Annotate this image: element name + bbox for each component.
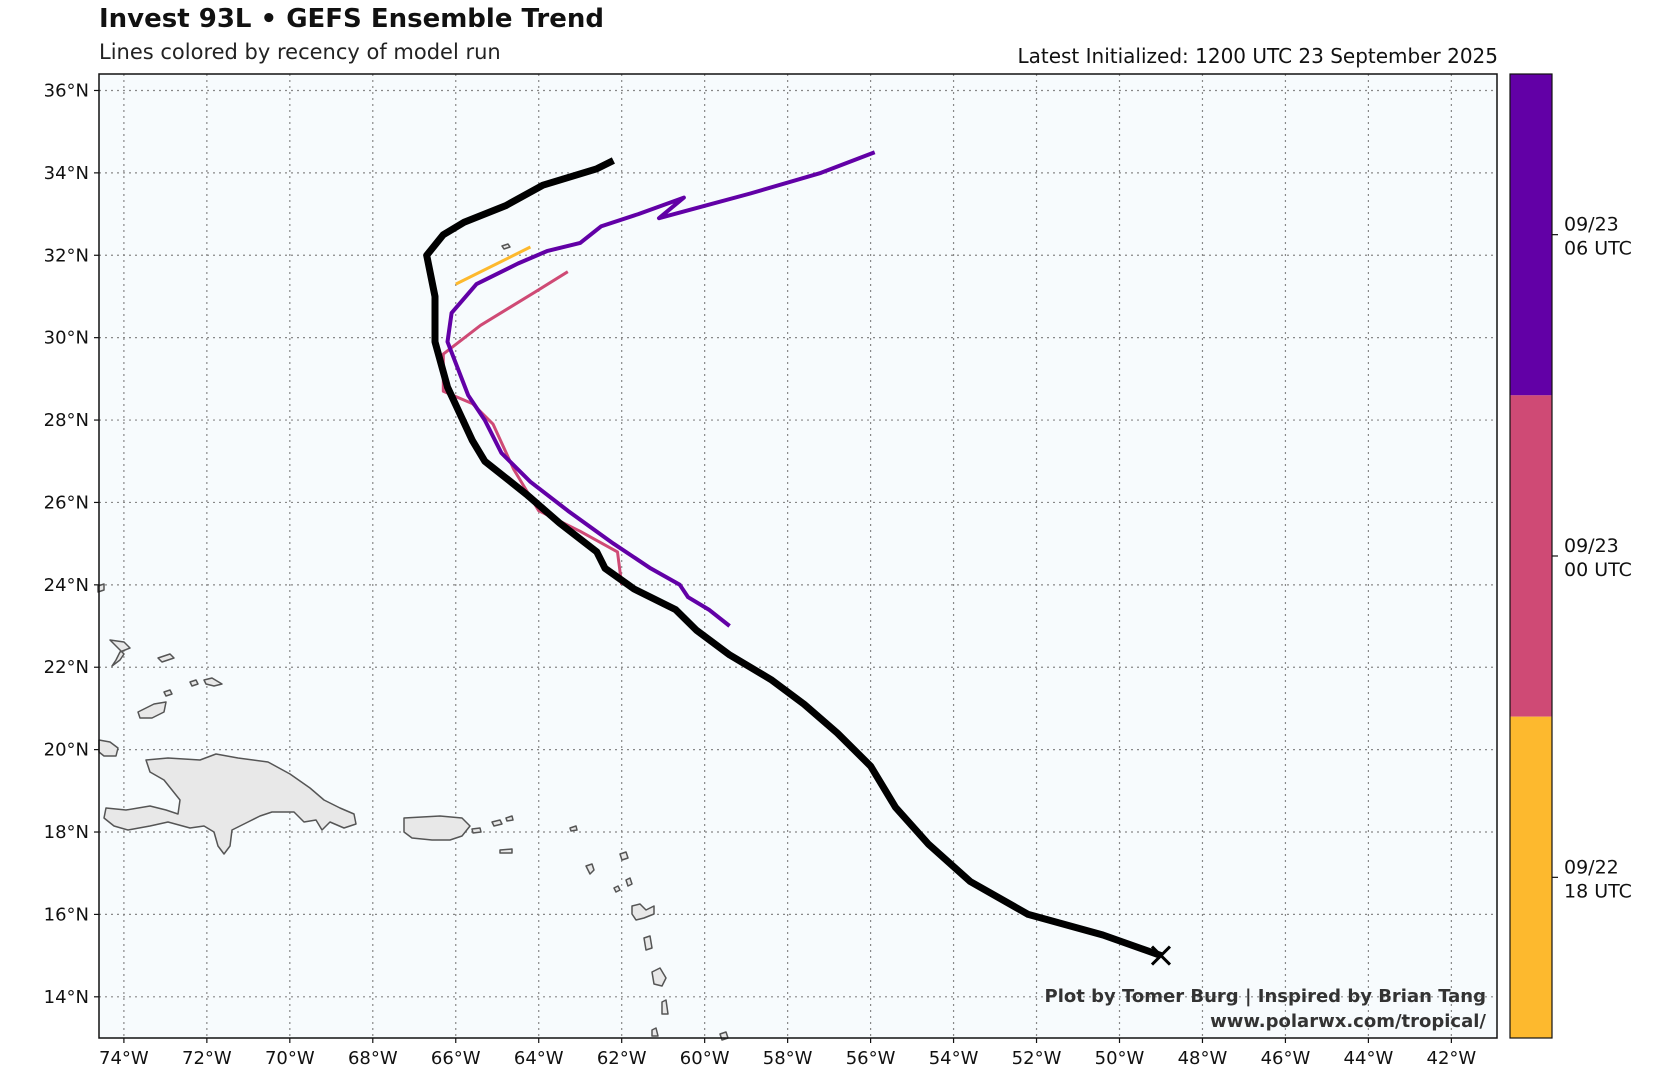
island-virgin-1	[471, 827, 482, 834]
island-st-kitts	[585, 863, 595, 875]
tick-label-lon: 62°W	[597, 1048, 647, 1068]
tick-label-lon: 74°W	[99, 1048, 149, 1068]
chart-subtitle: Lines colored by recency of model run	[99, 40, 501, 64]
island-inagua	[137, 701, 167, 719]
tick-label-lon: 44°W	[1344, 1048, 1394, 1068]
island-antigua	[619, 851, 629, 861]
tick-label-lon: 72°W	[182, 1048, 232, 1068]
tick-label-lon: 56°W	[846, 1048, 896, 1068]
track-end-x-marker	[1150, 945, 1172, 966]
credit-url: www.polarwx.com/tropical/	[1210, 1011, 1486, 1032]
track-line	[445, 150, 876, 628]
tick-label-lon: 54°W	[929, 1048, 979, 1068]
island-martinique	[651, 967, 667, 987]
island-caicos-2	[189, 679, 199, 687]
tick-label-lon: 70°W	[265, 1048, 315, 1068]
island-st-lucia	[661, 999, 669, 1015]
tick-label-lat: 14°N	[44, 987, 89, 1008]
tick-label-lon: 42°W	[1427, 1048, 1477, 1068]
island-acklins	[109, 639, 131, 667]
tick-label-lat: 18°N	[44, 822, 89, 843]
initialized-label: Latest Initialized: 1200 UTC 23 Septembe…	[1017, 44, 1498, 68]
colorbar-label-hour: 06 UTC	[1564, 238, 1632, 260]
island-st-vincent	[651, 1027, 659, 1037]
tick-label-lat: 36°N	[44, 80, 89, 101]
tick-label-lat: 32°N	[44, 245, 89, 266]
land-islands	[97, 243, 729, 1041]
island-guadeloupe	[631, 903, 655, 921]
colorbar-label-date: 09/23	[1564, 214, 1619, 236]
tick-label-lon: 50°W	[1095, 1048, 1145, 1068]
island-bermuda	[501, 243, 511, 250]
tick-label-lon: 52°W	[1012, 1048, 1062, 1068]
island-puerto-rico	[403, 815, 471, 841]
tick-label-lat: 20°N	[44, 740, 89, 761]
colorbar-segment	[1510, 395, 1552, 717]
island-barbados	[719, 1031, 729, 1041]
tick-label-lon: 66°W	[431, 1048, 481, 1068]
island-montserrat	[625, 877, 633, 887]
map-background	[99, 74, 1497, 1038]
colorbar-label-date: 09/22	[1564, 856, 1619, 878]
island-caicos-3	[203, 677, 223, 687]
island-hispaniola	[103, 753, 357, 855]
colorbar-segment	[1510, 716, 1552, 1038]
island-virgin-2	[491, 819, 503, 827]
colorbar-label-date: 09/23	[1564, 535, 1619, 557]
tick-label-lon: 48°W	[1178, 1048, 1228, 1068]
island-st-croix	[499, 848, 513, 854]
tick-label-lon: 60°W	[680, 1048, 730, 1068]
tick-label-lat: 34°N	[44, 163, 89, 184]
ensemble-tracks	[423, 150, 1172, 966]
track-line	[455, 245, 532, 286]
colorbar-frame	[1509, 73, 1553, 1039]
graticule	[99, 74, 1497, 1038]
plot-frame	[98, 73, 1498, 1039]
colorbar-label-hour: 18 UTC	[1564, 880, 1632, 902]
island-barbuda	[613, 885, 621, 893]
tick-label-lat: 24°N	[44, 575, 89, 596]
tick-label-lon: 46°W	[1261, 1048, 1311, 1068]
tick-label-lon: 64°W	[514, 1048, 564, 1068]
island-dominica	[643, 935, 653, 951]
island-mayaguana	[163, 689, 173, 697]
tick-label-lon: 58°W	[763, 1048, 813, 1068]
chart-title: Invest 93L • GEFS Ensemble Trend	[99, 4, 604, 34]
tick-label-lat: 22°N	[44, 657, 89, 678]
tick-label-lat: 16°N	[44, 904, 89, 925]
colorbar-segment	[1510, 74, 1552, 396]
credit-author: Plot by Tomer Burg | Inspired by Brian T…	[1044, 986, 1486, 1007]
tick-label-lat: 28°N	[44, 410, 89, 431]
axis-ticks: 74°W 72°W 70°W 68°W 66°W 64°W 62°W 60°W 58°W 56°W…	[44, 80, 1477, 1068]
tick-label-lon: 68°W	[348, 1048, 398, 1068]
island-anguilla	[569, 825, 578, 832]
island-turks-caicos	[157, 653, 175, 663]
tick-label-lat: 26°N	[44, 492, 89, 513]
island-virgin-3	[505, 815, 514, 822]
tick-label-lat: 30°N	[44, 328, 89, 349]
colorbar-label-hour: 00 UTC	[1564, 559, 1632, 581]
track-line	[423, 157, 1163, 959]
